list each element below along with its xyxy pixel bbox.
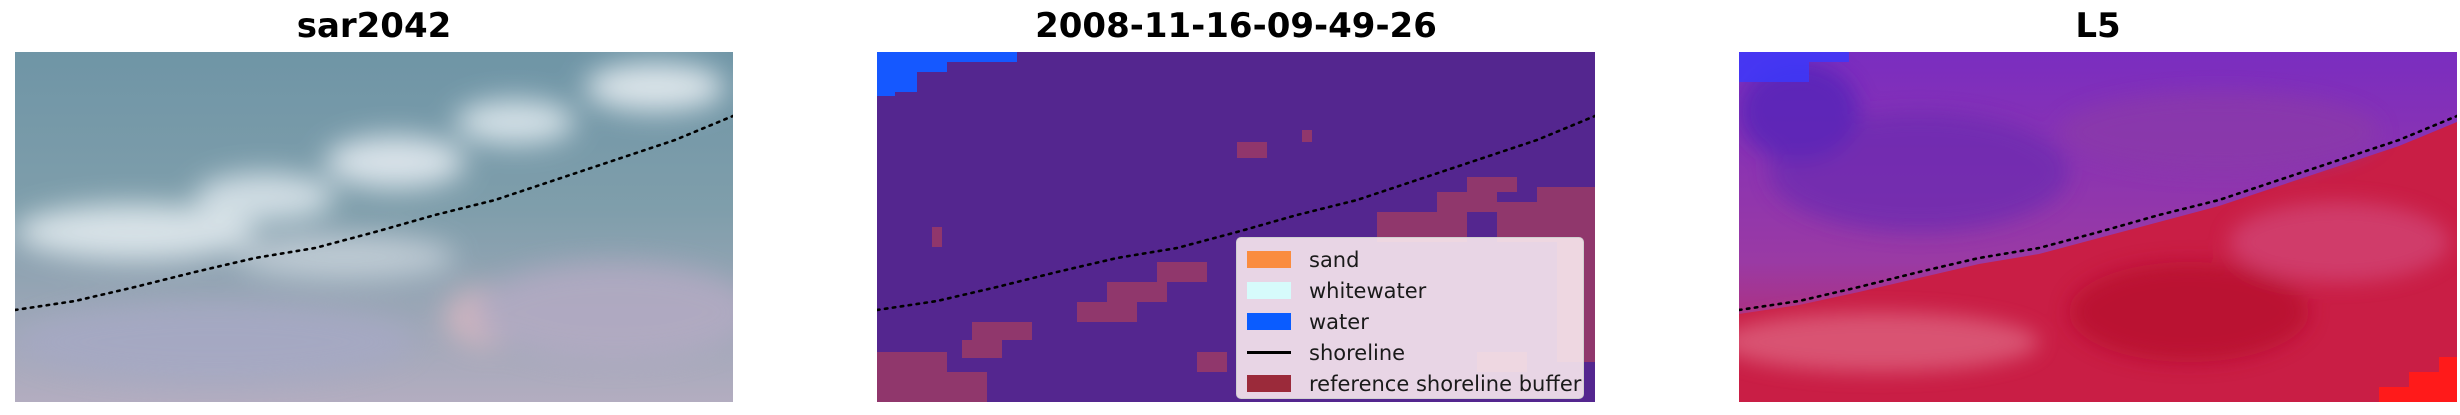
panel-title-index: L5	[2075, 6, 2121, 46]
legend-label: water	[1309, 309, 1369, 334]
shoreline-line	[877, 114, 1595, 312]
index-map	[1739, 52, 2457, 402]
legend: sand whitewater water shoreline referenc…	[1236, 237, 1584, 399]
legend-item-sand: sand	[1247, 244, 1573, 275]
water-swatch	[1247, 313, 1291, 330]
rgb-image	[15, 52, 733, 402]
shoreline-swatch	[1247, 351, 1291, 354]
panel-title-rgb: sar2042	[296, 6, 452, 46]
legend-label: sand	[1309, 247, 1360, 272]
legend-item-water: water	[1247, 306, 1573, 337]
legend-label: whitewater	[1309, 278, 1427, 303]
shoreline-line	[1739, 114, 2457, 312]
legend-item-reference-buffer: reference shoreline buffer	[1247, 368, 1581, 399]
legend-item-shoreline: shoreline	[1247, 337, 1573, 368]
legend-item-whitewater: whitewater	[1247, 275, 1573, 306]
legend-label: shoreline	[1309, 340, 1406, 365]
rgb-image-panel	[15, 52, 733, 402]
whitewater-swatch	[1247, 282, 1291, 299]
sand-swatch	[1247, 251, 1291, 268]
panel-title-classification: 2008-11-16-09-49-26	[1035, 6, 1437, 46]
shoreline-line	[15, 114, 733, 312]
index-map-panel	[1739, 52, 2457, 402]
legend-label: reference shoreline buffer	[1309, 371, 1582, 396]
reference-buffer-swatch	[1247, 375, 1291, 392]
